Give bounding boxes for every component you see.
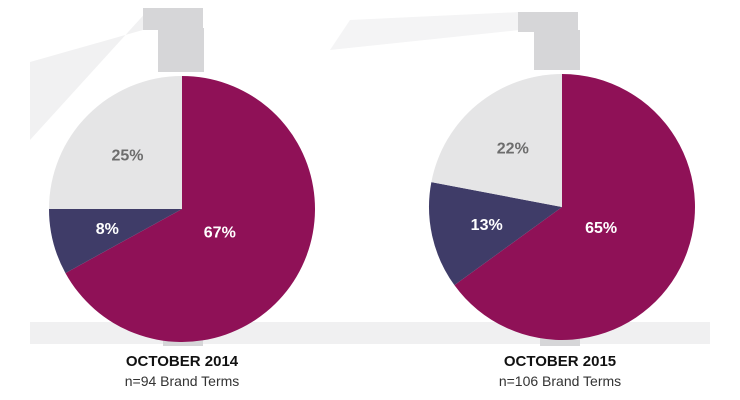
caption-sub-2015: n=106 Brand Terms — [499, 373, 621, 389]
pie-slice-other — [431, 74, 562, 207]
slice-label-other: 25% — [111, 148, 143, 165]
slice-label-secondary: 8% — [96, 221, 119, 238]
light-beam-right — [330, 12, 520, 50]
pie-slice-primary — [65, 76, 316, 342]
slice-label-primary: 67% — [204, 224, 236, 241]
pie-slice-other — [49, 76, 182, 209]
pie-slice-secondary — [49, 209, 182, 274]
slice-label-other: 22% — [497, 141, 529, 158]
stand-left-top — [143, 8, 203, 30]
pie-chart-october-2015: 65% 13% 22% — [429, 74, 695, 340]
light-beam-left — [30, 8, 150, 140]
stand-right-top — [518, 12, 578, 32]
caption-title-2015: OCTOBER 2015 — [504, 353, 616, 370]
caption-sub-2014: n=94 Brand Terms — [125, 373, 240, 389]
stand-left-neck — [158, 28, 204, 72]
stand-right-neck — [534, 30, 580, 70]
caption-title-2014: OCTOBER 2014 — [126, 353, 239, 370]
slice-label-primary: 65% — [585, 220, 617, 237]
pie-slice-primary — [454, 74, 695, 340]
pie-chart-october-2014: 67% 8% 25% — [49, 76, 316, 342]
pie-slice-secondary — [429, 182, 562, 286]
slice-label-secondary: 13% — [471, 217, 503, 234]
